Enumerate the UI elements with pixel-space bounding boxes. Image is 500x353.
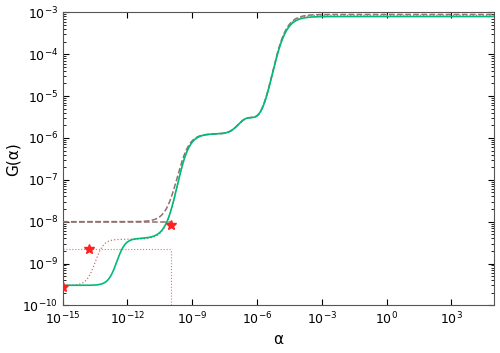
X-axis label: α: α — [274, 333, 283, 347]
Y-axis label: G(α): G(α) — [6, 142, 20, 176]
